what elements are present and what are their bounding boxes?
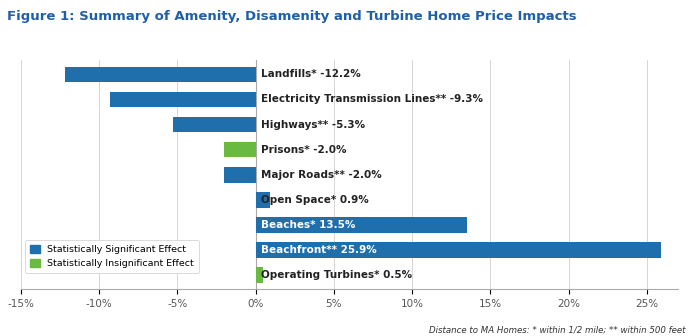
Text: Highways** -5.3%: Highways** -5.3%: [261, 120, 365, 129]
Bar: [110, 92, 255, 107]
Bar: [255, 242, 661, 258]
Bar: [224, 142, 255, 157]
Bar: [255, 267, 264, 283]
Text: Distance to MA Homes: * within 1/2 mile; ** within 500 feet: Distance to MA Homes: * within 1/2 mile;…: [428, 325, 685, 334]
Bar: [255, 192, 270, 208]
Bar: [224, 167, 255, 182]
Bar: [172, 117, 255, 132]
Text: Landfills* -12.2%: Landfills* -12.2%: [261, 69, 361, 79]
Text: Open Space* 0.9%: Open Space* 0.9%: [261, 195, 369, 205]
Bar: [255, 217, 467, 233]
Text: Beaches* 13.5%: Beaches* 13.5%: [261, 220, 356, 230]
Text: Figure 1: Summary of Amenity, Disamenity and Turbine Home Price Impacts: Figure 1: Summary of Amenity, Disamenity…: [7, 10, 576, 23]
Text: Major Roads** -2.0%: Major Roads** -2.0%: [261, 170, 382, 180]
Bar: [64, 67, 255, 82]
Text: Prisons* -2.0%: Prisons* -2.0%: [261, 144, 347, 155]
Text: Electricity Transmission Lines** -9.3%: Electricity Transmission Lines** -9.3%: [261, 94, 483, 104]
Text: Operating Turbines* 0.5%: Operating Turbines* 0.5%: [261, 270, 412, 280]
Legend: Statistically Significant Effect, Statistically Insignificant Effect: Statistically Significant Effect, Statis…: [26, 240, 199, 273]
Text: Beachfront** 25.9%: Beachfront** 25.9%: [261, 245, 376, 255]
